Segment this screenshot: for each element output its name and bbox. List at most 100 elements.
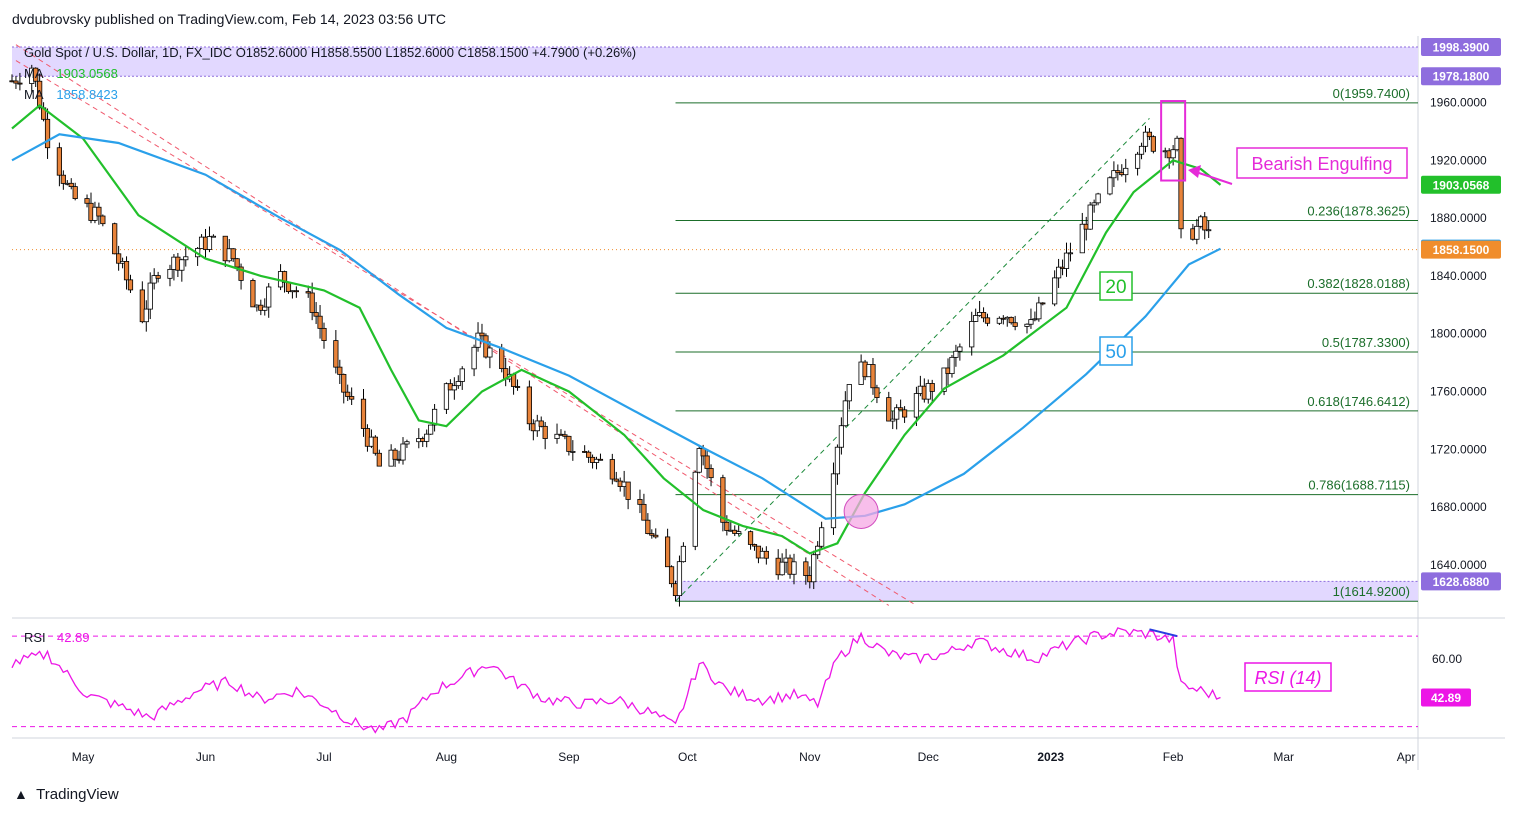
- candle-up: [692, 471, 698, 547]
- candle-up: [953, 350, 959, 358]
- ma50-label: 50: [1105, 342, 1126, 363]
- candle-down: [250, 280, 256, 308]
- candle: [84, 194, 90, 208]
- candle: [649, 529, 655, 539]
- candle-down: [720, 477, 726, 523]
- bearish-engulfing-box[interactable]: [1160, 100, 1187, 182]
- candle: [1079, 212, 1085, 254]
- candle-up: [842, 400, 848, 427]
- candle-down: [625, 481, 631, 500]
- candle-down: [238, 266, 244, 281]
- candle: [372, 435, 378, 456]
- rsi-line[interactable]: [11, 627, 1221, 734]
- candle-down: [33, 67, 39, 82]
- candle-up: [1107, 177, 1113, 195]
- fib-level-label: 0.236(1878.3625): [1307, 203, 1410, 218]
- candle-up: [1052, 277, 1058, 305]
- candle: [1008, 316, 1014, 325]
- candle: [838, 417, 844, 455]
- uptrend-channel-line[interactable]: [675, 118, 1150, 602]
- candle-up: [949, 356, 955, 375]
- candle: [1028, 308, 1034, 329]
- ma50-line[interactable]: [11, 133, 1221, 520]
- candle: [803, 557, 809, 585]
- arrow-head-icon: [1188, 165, 1201, 178]
- candle-down: [309, 292, 315, 313]
- candle-down: [313, 312, 319, 317]
- candle: [167, 264, 173, 287]
- price-tag[interactable]: [1421, 240, 1501, 259]
- fib-level-label: 0.382(1828.0188): [1307, 276, 1410, 291]
- candle: [613, 471, 619, 483]
- ma20-legend-value: 1903.0568: [56, 66, 118, 81]
- candle-down: [479, 332, 485, 337]
- candle: [846, 384, 852, 410]
- candle-down: [285, 281, 292, 292]
- rsi-divergence-line[interactable]: [1149, 628, 1178, 638]
- candle-down: [1008, 316, 1014, 324]
- candle: [751, 543, 758, 551]
- candle-up: [593, 458, 600, 463]
- candle: [973, 308, 979, 322]
- publisher-line: dvdubrovsky published on TradingView.com…: [12, 11, 446, 27]
- candle: [455, 375, 461, 389]
- bearish-engulfing-label-box[interactable]: [1236, 147, 1408, 179]
- candle-up: [1067, 252, 1074, 255]
- candle: [953, 344, 959, 367]
- candle-up: [846, 384, 852, 402]
- candle: [1107, 176, 1113, 196]
- candle: [641, 493, 647, 521]
- candle: [44, 108, 51, 159]
- candle-down: [139, 289, 145, 323]
- ma20-legend: MA 1903.0568: [24, 66, 118, 81]
- crossover-circle[interactable]: [843, 493, 879, 529]
- candle-up: [431, 408, 438, 426]
- candle-up: [400, 443, 406, 461]
- ma20-legend-label: MA: [24, 66, 43, 81]
- candle: [747, 530, 754, 550]
- rsi-value-tag[interactable]: [1421, 688, 1471, 707]
- bearish-engulfing-arrow: [1195, 171, 1233, 185]
- candle-down: [514, 386, 521, 388]
- candle-up: [957, 346, 963, 352]
- price-tag[interactable]: [1421, 67, 1501, 86]
- candle: [1146, 128, 1153, 141]
- candle: [830, 462, 837, 535]
- candle-down: [1150, 136, 1156, 152]
- candle: [471, 344, 477, 377]
- candle: [597, 453, 604, 461]
- candle: [570, 440, 576, 461]
- price-tag[interactable]: [1421, 175, 1501, 194]
- candle-up: [1206, 229, 1212, 232]
- candle-up: [428, 424, 434, 435]
- fib-level-label: 0(1959.7400): [1333, 86, 1410, 101]
- candle: [692, 470, 698, 551]
- time-tick-label: Feb: [1163, 750, 1184, 764]
- price-tag-label: 1858.1500: [1433, 243, 1490, 257]
- candle-down: [234, 258, 240, 268]
- tradingview-logo[interactable]: ▲ TradingView: [14, 786, 119, 803]
- candle-up: [1063, 252, 1070, 269]
- ma20-line[interactable]: [11, 103, 1222, 555]
- time-tick-label: Dec: [918, 750, 939, 764]
- price-tag[interactable]: [1421, 37, 1501, 56]
- price-tag-label: 1628.6880: [1433, 575, 1490, 589]
- price-tag[interactable]: [1421, 572, 1501, 591]
- candle: [680, 542, 687, 563]
- candle: [566, 435, 572, 456]
- candle: [155, 271, 161, 283]
- downtrend-line[interactable]: [15, 60, 917, 606]
- time-tick-label: May: [72, 750, 95, 764]
- candle-down: [898, 407, 904, 411]
- candle-up: [1194, 225, 1200, 240]
- candle-up: [167, 268, 173, 279]
- candle-down: [293, 290, 299, 293]
- candle-up: [424, 433, 430, 442]
- candle-up: [830, 473, 837, 529]
- candle: [898, 399, 904, 411]
- candle-up: [455, 381, 461, 387]
- candle: [1178, 137, 1184, 239]
- downtrend-line[interactable]: [15, 44, 890, 606]
- candle-down: [645, 519, 651, 534]
